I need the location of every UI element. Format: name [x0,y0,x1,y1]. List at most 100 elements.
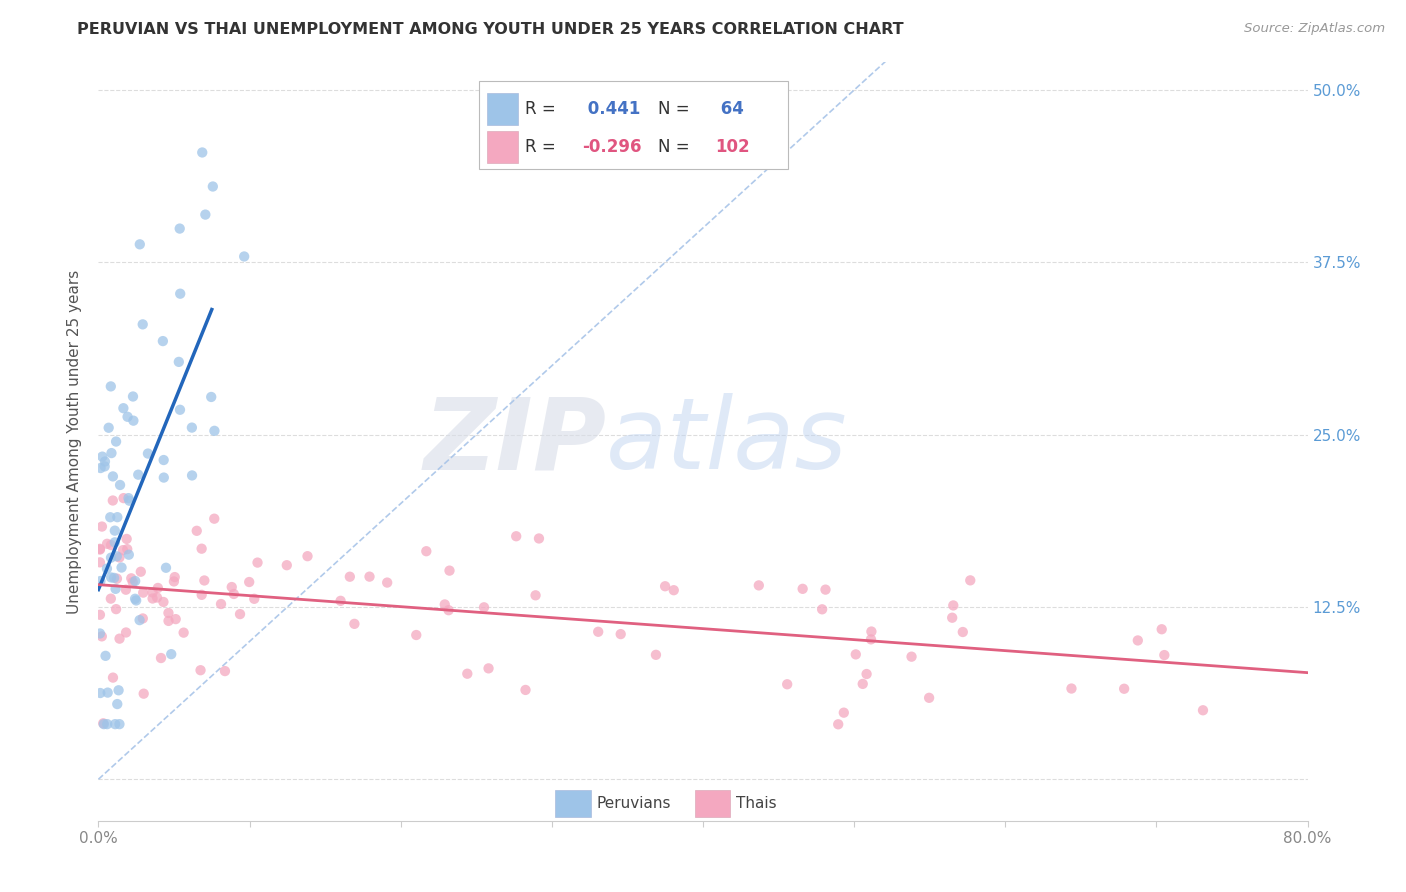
Point [117,409,139,424]
Point [105,697,128,711]
Point [124,574,146,588]
Point [297,549,319,564]
Point [1153,648,1175,662]
Point [118,548,141,562]
Point [152,595,174,609]
Point [105,510,128,524]
Point [832,706,855,720]
Point [609,627,631,641]
Point [120,571,142,585]
Point [115,625,138,640]
Point [112,401,135,416]
Point [276,558,298,573]
Point [433,598,456,612]
Point [132,687,155,701]
Point [91,450,114,464]
Point [246,556,269,570]
Point [654,579,676,593]
Point [200,390,222,404]
Point [115,532,138,546]
Point [160,647,183,661]
Point [121,575,143,590]
Point [96,717,118,731]
Text: 102: 102 [716,137,749,155]
Point [152,334,174,348]
Point [524,588,547,602]
Point [359,569,381,583]
Point [101,671,124,685]
Text: Thais: Thais [735,797,776,812]
Point [97,421,120,435]
Point [100,379,122,393]
Point [155,561,177,575]
Point [238,574,260,589]
Point [456,666,478,681]
Point [89,626,111,640]
Text: ZIP: ZIP [423,393,606,490]
Point [339,570,361,584]
Point [845,648,868,662]
Point [96,561,118,575]
Point [167,355,190,369]
Point [243,591,266,606]
Point [201,179,224,194]
Point [959,574,981,588]
Point [89,686,111,700]
Point [477,661,499,675]
Point [827,717,849,731]
Point [132,318,155,332]
Point [942,599,965,613]
Point [122,390,145,404]
Point [117,491,139,505]
Point [125,593,148,607]
Point [191,145,214,160]
Point [152,453,174,467]
Point [94,648,117,663]
Point [190,541,212,556]
Point [89,541,111,556]
Point [1192,703,1215,717]
Point [100,538,122,552]
Point [859,632,882,647]
Point [375,575,398,590]
Point [222,587,245,601]
Point [811,602,834,616]
Point [343,616,366,631]
Point [852,677,875,691]
Point [91,716,114,731]
Point [169,221,191,235]
Point [108,478,131,492]
Point [110,560,132,574]
Point [108,550,131,565]
Point [153,470,176,484]
Point [90,461,112,475]
Point [165,612,187,626]
Point [112,491,135,505]
Text: Source: ZipAtlas.com: Source: ZipAtlas.com [1244,22,1385,36]
Point [645,648,668,662]
Point [209,597,232,611]
Point [190,663,212,677]
Point [1150,622,1173,636]
Point [180,420,202,434]
Point [941,611,963,625]
Point [214,664,236,678]
Point [115,542,138,557]
Point [96,537,118,551]
Text: atlas: atlas [606,393,848,490]
Point [104,535,127,549]
Point [105,602,128,616]
FancyBboxPatch shape [486,130,517,162]
Text: 64: 64 [716,100,744,118]
Point [104,717,127,731]
Point [89,542,111,557]
Point [105,434,128,449]
Point [136,446,159,460]
Point [527,532,550,546]
Point [900,649,922,664]
Point [792,582,814,596]
Point [169,286,191,301]
Point [100,570,122,584]
Point [190,588,212,602]
Point [204,424,226,438]
